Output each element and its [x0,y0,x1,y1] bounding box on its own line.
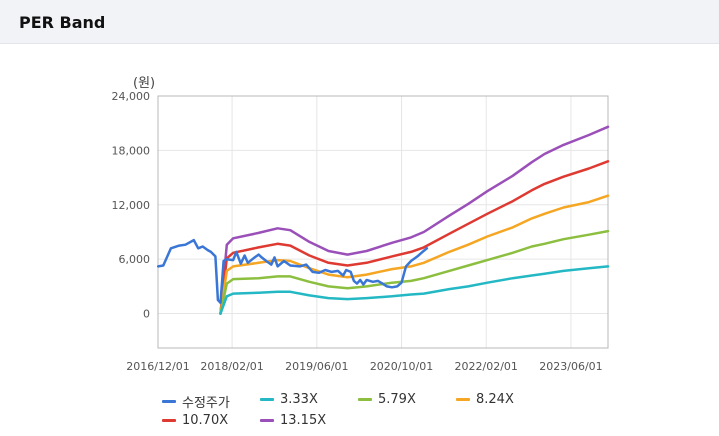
series-line [219,125,610,315]
legend-label: 8.24X [476,392,514,407]
legend-swatch [260,398,274,401]
page-title: PER Band [19,13,106,32]
legend-swatch [162,400,176,403]
y-tick-label: 24,000 [112,90,151,103]
y-axis: 24,000 18,000 12,000 6,000 0 [112,90,151,321]
x-tick-label: 2022/02/01 [455,360,518,373]
series-line [156,238,429,304]
legend: 수정주가 3.33X 5.79X 8.24X 10.70X 13.15X [162,392,592,434]
section-header: PER Band [0,0,719,44]
legend-label: 13.15X [280,413,327,428]
legend-item[interactable]: 13.15X [260,413,326,428]
series-lines [156,125,610,315]
legend-row: 수정주가 3.33X 5.79X 8.24X [162,392,592,413]
x-tick-label: 2018/02/01 [200,360,263,373]
legend-swatch [358,398,372,401]
x-tick-label: 2020/10/01 [370,360,433,373]
series-line [219,265,610,315]
x-axis: 2016/12/01 2018/02/01 2019/06/01 2020/10/01… [126,360,602,373]
legend-item[interactable]: 10.70X [162,413,228,428]
y-unit-label: (원) [133,76,155,91]
legend-item[interactable]: 3.33X [260,392,318,407]
legend-row: 10.70X 13.15X [162,413,592,434]
y-tick-label: 6,000 [119,253,151,266]
series-line [219,194,610,315]
x-tick-label: 2016/12/01 [126,360,189,373]
y-tick-label: 12,000 [112,199,151,212]
x-tick-label: 2023/06/01 [539,360,602,373]
series-line [219,160,610,315]
legend-item[interactable]: 수정주가 [162,392,230,411]
legend-label: 수정주가 [182,396,230,411]
legend-label: 10.70X [182,413,229,428]
grid [157,95,608,348]
legend-swatch [260,419,274,422]
legend-label: 5.79X [378,392,416,407]
legend-swatch [456,398,470,401]
legend-label: 3.33X [280,392,318,407]
legend-swatch [162,419,176,422]
legend-item[interactable]: 5.79X [358,392,416,407]
x-tick-label: 2019/06/01 [285,360,348,373]
y-tick-label: 18,000 [112,144,151,157]
y-tick-label: 0 [143,308,150,321]
legend-item[interactable]: 8.24X [456,392,514,407]
plot-frame [157,95,609,349]
